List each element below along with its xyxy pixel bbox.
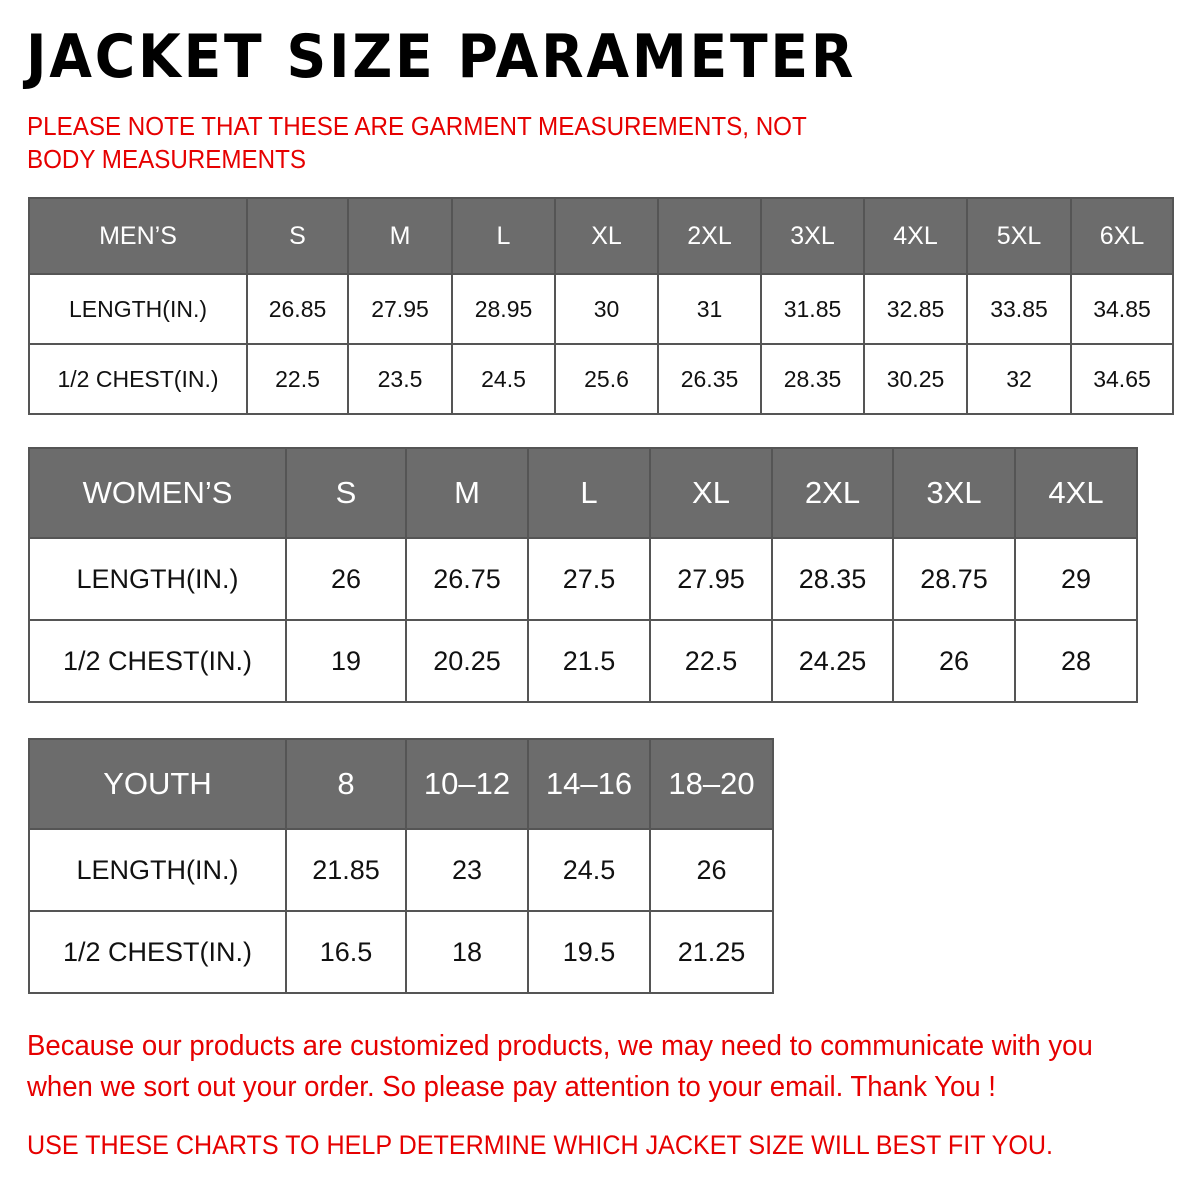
measurement-cell: 34.85 [1070, 273, 1174, 345]
measurement-cell: 27.5 [527, 537, 651, 621]
size-header: L [451, 197, 556, 275]
size-header: 18–20 [649, 738, 774, 830]
measurement-cell: 31.85 [760, 273, 865, 345]
category-header: MEN’S [28, 197, 248, 275]
measurement-cell: 21.25 [649, 910, 774, 994]
size-header: 4XL [1014, 447, 1138, 539]
measurement-cell: 28.35 [771, 537, 894, 621]
measurement-cell: 27.95 [649, 537, 773, 621]
size-header: 5XL [966, 197, 1072, 275]
header-row: YOUTH 8 10–12 14–16 18–20 [28, 738, 774, 830]
measurement-cell: 24.5 [527, 828, 651, 912]
measurement-cell: 30.25 [863, 343, 968, 415]
measurement-cell: 28.75 [892, 537, 1016, 621]
size-header: 14–16 [527, 738, 651, 830]
measurement-cell: 26 [649, 828, 774, 912]
category-header: YOUTH [28, 738, 287, 830]
measurement-cell: 23.5 [347, 343, 453, 415]
row-label: 1/2 CHEST(IN.) [28, 343, 248, 415]
size-header: S [285, 447, 407, 539]
table-row: 1/2 CHEST(IN.) 22.5 23.5 24.5 25.6 26.35 28.35… [28, 343, 1174, 415]
row-label: LENGTH(IN.) [28, 537, 287, 621]
measurement-cell: 25.6 [554, 343, 659, 415]
measurement-cell: 32.85 [863, 273, 968, 345]
measurement-cell: 33.85 [966, 273, 1072, 345]
measurement-cell: 26 [892, 619, 1016, 703]
measurement-cell: 28.95 [451, 273, 556, 345]
measurement-cell: 26.75 [405, 537, 529, 621]
measurement-cell: 32 [966, 343, 1072, 415]
size-header: S [246, 197, 349, 275]
size-header: 6XL [1070, 197, 1174, 275]
category-header: WOMEN’S [28, 447, 287, 539]
measurement-cell: 29 [1014, 537, 1138, 621]
measurement-cell: 27.95 [347, 273, 453, 345]
measurement-cell: 26 [285, 537, 407, 621]
measurement-cell: 26.85 [246, 273, 349, 345]
measurement-cell: 16.5 [285, 910, 407, 994]
size-header: XL [554, 197, 659, 275]
size-header: 4XL [863, 197, 968, 275]
measurement-cell: 24.5 [451, 343, 556, 415]
size-header: 2XL [657, 197, 762, 275]
measurement-cell: 34.65 [1070, 343, 1174, 415]
table-row: 1/2 CHEST(IN.) 16.5 18 19.5 21.25 [28, 910, 774, 994]
measurement-cell: 30 [554, 273, 659, 345]
customization-message: Because our products are customized prod… [27, 1030, 1093, 1103]
measurement-cell: 28 [1014, 619, 1138, 703]
size-header: L [527, 447, 651, 539]
measurement-cell: 26.35 [657, 343, 762, 415]
measurement-note: PLEASE NOTE THAT THESE ARE GARMENT MEASU… [27, 111, 807, 174]
header-row: WOMEN’S S M L XL 2XL 3XL 4XL [28, 447, 1138, 539]
measurement-cell: 22.5 [649, 619, 773, 703]
row-label: LENGTH(IN.) [28, 273, 248, 345]
measurement-cell: 24.25 [771, 619, 894, 703]
size-header: 8 [285, 738, 407, 830]
measurement-cell: 18 [405, 910, 529, 994]
measurement-cell: 19.5 [527, 910, 651, 994]
header-row: MEN’S S M L XL 2XL 3XL 4XL 5XL 6XL [28, 197, 1174, 275]
row-label: 1/2 CHEST(IN.) [28, 910, 287, 994]
measurement-cell: 20.25 [405, 619, 529, 703]
size-header: XL [649, 447, 773, 539]
table-row: LENGTH(IN.) 21.85 23 24.5 26 [28, 828, 774, 912]
measurement-cell: 23 [405, 828, 529, 912]
measurement-cell: 21.85 [285, 828, 407, 912]
size-header: 2XL [771, 447, 894, 539]
size-header: 10–12 [405, 738, 529, 830]
measurement-cell: 22.5 [246, 343, 349, 415]
size-header: M [405, 447, 529, 539]
measurement-cell: 28.35 [760, 343, 865, 415]
table-row: 1/2 CHEST(IN.) 19 20.25 21.5 22.5 24.25 26 28 [28, 619, 1138, 703]
size-advice: USE THESE CHARTS TO HELP DETERMINE WHICH… [27, 1130, 1054, 1160]
size-header: 3XL [760, 197, 865, 275]
row-label: LENGTH(IN.) [28, 828, 287, 912]
youth-size-table: YOUTH 8 10–12 14–16 18–20 LENGTH(IN.) 21.85 23 2… [28, 738, 774, 994]
table-row: LENGTH(IN.) 26.85 27.95 28.95 30 31 31.85 32.85… [28, 273, 1174, 345]
womens-size-table: WOMEN’S S M L XL 2XL 3XL 4XL LENGTH(IN.) 26 26.75 2… [28, 447, 1138, 703]
page-title: JACKET SIZE PARAMETER [26, 22, 857, 92]
table-row: LENGTH(IN.) 26 26.75 27.5 27.95 28.35 28.75 29 [28, 537, 1138, 621]
measurement-cell: 21.5 [527, 619, 651, 703]
measurement-cell: 19 [285, 619, 407, 703]
size-header: 3XL [892, 447, 1016, 539]
size-header: M [347, 197, 453, 275]
mens-size-table: MEN’S S M L XL 2XL 3XL 4XL 5XL 6XL LENGTH(IN.) 26.8… [28, 197, 1174, 415]
measurement-cell: 31 [657, 273, 762, 345]
row-label: 1/2 CHEST(IN.) [28, 619, 287, 703]
